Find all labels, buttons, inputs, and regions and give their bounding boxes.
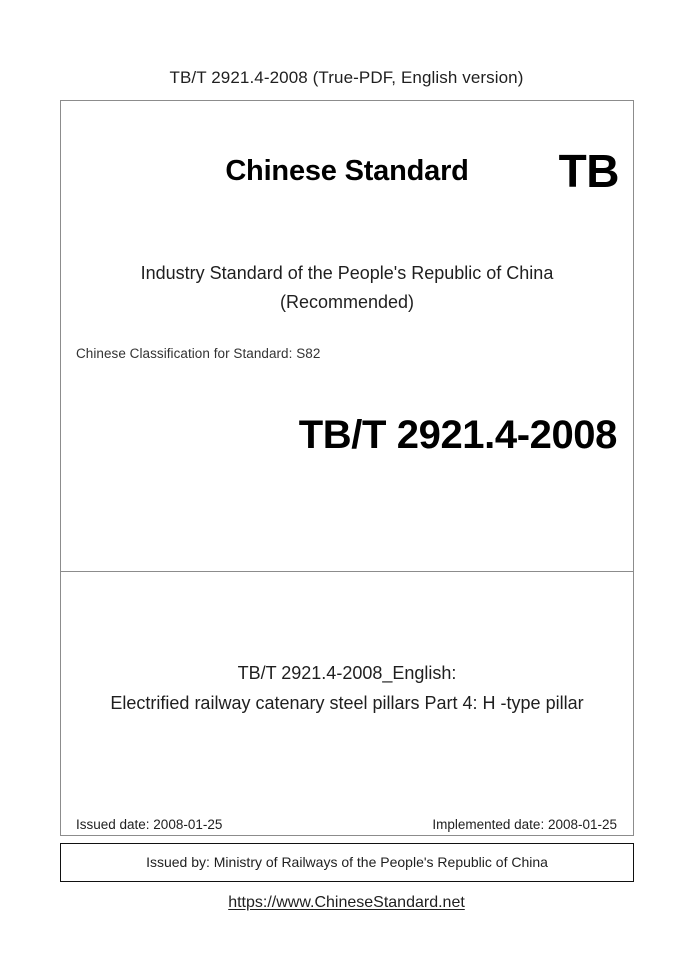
brand-mark-tb: TB [558, 145, 620, 197]
document-caption: TB/T 2921.4-2008 (True-PDF, English vers… [169, 68, 524, 87]
cover-lower-panel: TB/T 2921.4-2008_English: Electrified ra… [61, 572, 633, 835]
standard-number: TB/T 2921.4-2008 [298, 413, 618, 457]
organization-block: Industry Standard of the People's Republ… [61, 259, 633, 317]
issuer-bar: Issued by: Ministry of Railways of the P… [60, 843, 634, 882]
organization-line-2: (Recommended) [279, 292, 415, 312]
classification-code: Chinese Classification for Standard: S82 [76, 346, 321, 361]
english-title-line-1: TB/T 2921.4-2008_English: [237, 663, 457, 683]
issuer-text: Issued by: Ministry of Railways of the P… [146, 854, 548, 870]
english-title-block: TB/T 2921.4-2008_English: Electrified ra… [61, 658, 633, 718]
brand-row: Chinese Standard TB [61, 145, 633, 207]
source-website-link[interactable]: https://www.ChineseStandard.net [228, 894, 465, 911]
brand-title: Chinese Standard [225, 155, 469, 187]
implemented-date: Implemented date: 2008-01-25 [432, 817, 617, 832]
issued-date: Issued date: 2008-01-25 [76, 817, 223, 832]
cover-frame: Chinese Standard TB Industry Standard of… [60, 100, 634, 836]
organization-line-1: Industry Standard of the People's Republ… [140, 263, 554, 283]
date-row: Issued date: 2008-01-25 Implemented date… [76, 817, 617, 832]
english-title-line-2: Electrified railway catenary steel pilla… [110, 693, 584, 713]
cover-upper-panel: Chinese Standard TB Industry Standard of… [61, 101, 633, 572]
